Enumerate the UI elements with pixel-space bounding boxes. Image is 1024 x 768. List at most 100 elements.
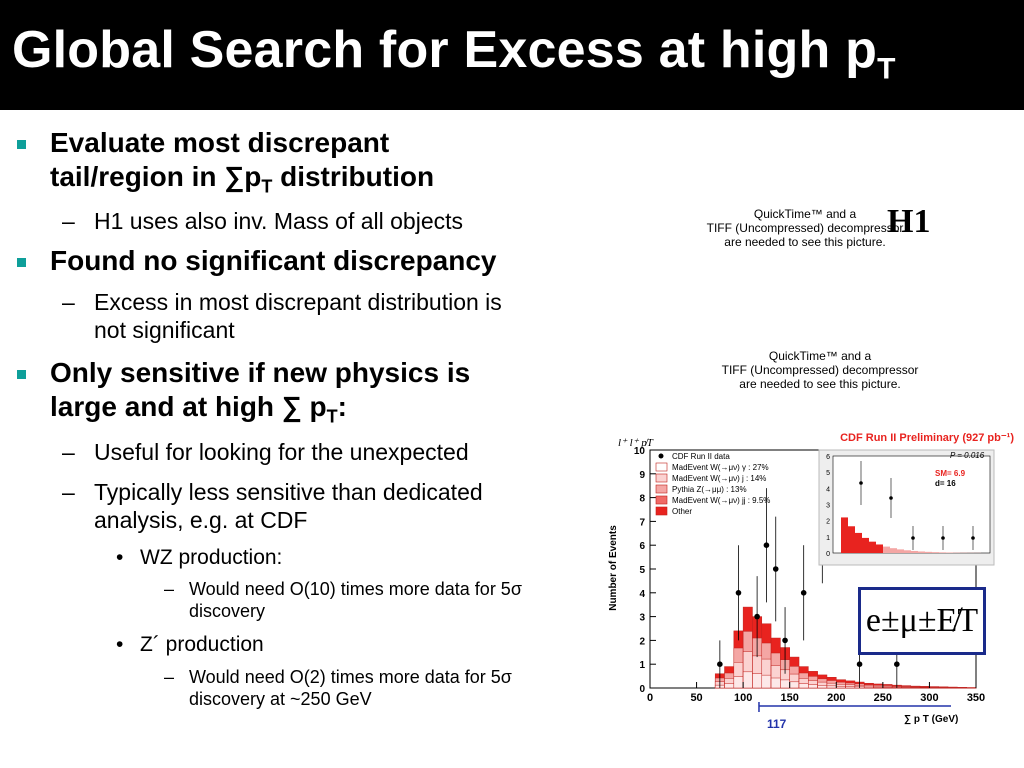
- data-point: [772, 566, 779, 572]
- inset-bar: [897, 549, 904, 553]
- data-point: [782, 637, 788, 644]
- inset-y-tick-label: 5: [826, 470, 830, 477]
- inset-bar: [848, 526, 855, 553]
- y-tick-label: 0: [639, 684, 645, 695]
- inset-bar: [932, 552, 939, 553]
- histogram-bar: [873, 686, 884, 689]
- inset-data-point: [941, 536, 945, 540]
- bullet-no-discrepancy: Found no significant discrepancy: [50, 245, 497, 276]
- histogram-bar: [817, 685, 828, 689]
- signature-box: e±μ±E̸T: [858, 587, 986, 655]
- x-tick-label: 150: [781, 692, 799, 704]
- x-tick-label: 200: [827, 692, 845, 704]
- x-tick-label: 50: [690, 692, 702, 704]
- histogram-bar: [780, 679, 790, 689]
- legend-swatch: [655, 495, 668, 505]
- inset-data-point: [859, 481, 863, 485]
- x-tick-label: 100: [734, 692, 752, 704]
- legend-entry: MadEvent W(→μν) jj : 9.5%: [672, 496, 770, 505]
- legend-entry: MadEvent W(→μν) γ : 27%: [672, 463, 769, 472]
- histogram-bar: [863, 686, 874, 689]
- inset-data-point: [971, 536, 975, 540]
- legend-data-marker: [658, 453, 664, 459]
- y-tick-label: 9: [639, 470, 645, 481]
- bullet-square-icon: [17, 258, 26, 267]
- y-tick-label: 5: [639, 565, 645, 576]
- histogram-bar: [752, 673, 763, 689]
- legend-swatch: [655, 506, 668, 516]
- x-tick-label: 350: [967, 692, 985, 704]
- histogram-bar: [761, 674, 772, 689]
- y-tick-label: 1: [639, 660, 645, 671]
- quicktime-placeholder-2: QuickTime™ and a TIFF (Uncompressed) dec…: [721, 349, 919, 391]
- inset-y-tick-label: 2: [826, 519, 830, 526]
- y-tick-label: 8: [639, 494, 645, 505]
- legend-entry: Pythia Z(→μμ) : 13%: [672, 485, 747, 494]
- histogram-bar: [882, 687, 893, 689]
- y-tick-label: 4: [639, 589, 645, 600]
- inset-probability: P = 0.016: [950, 451, 985, 460]
- h1-logo: H1: [887, 203, 931, 240]
- histogram-bar: [789, 681, 800, 689]
- inset-bar: [925, 551, 932, 553]
- cdf-plot: 0 50 100 150 200 250 300 350012345678910Number …: [608, 432, 1014, 731]
- y-tick-label: 10: [634, 446, 646, 457]
- histogram-bar: [808, 684, 818, 689]
- data-point: [856, 661, 863, 667]
- inset-y-tick-label: 6: [826, 454, 830, 461]
- legend-entry: CDF Run II data: [672, 452, 730, 461]
- bullet-square-icon: [17, 140, 26, 149]
- histogram-bar: [770, 677, 781, 689]
- histogram-bar: [836, 686, 846, 689]
- histogram-bar: [724, 683, 735, 689]
- plot-title: CDF Run II Preliminary (927 pb⁻¹): [840, 432, 1014, 444]
- inset-bar: [876, 544, 883, 553]
- inset-bar: [890, 548, 897, 553]
- histogram-bar: [742, 671, 753, 689]
- histogram-bar: [798, 683, 809, 689]
- inset-y-tick-label: 0: [826, 551, 830, 558]
- y-tick-label: 3: [639, 613, 645, 624]
- histogram-bar: [826, 685, 837, 689]
- y-axis-label: Number of Events: [608, 525, 619, 611]
- y-tick-label: 7: [639, 517, 645, 528]
- inset-data-point: [889, 496, 893, 500]
- histogram-bar: [733, 676, 744, 689]
- inset-d-label: d= 16: [935, 479, 956, 488]
- data-point: [754, 613, 760, 620]
- inset-bar: [855, 532, 862, 553]
- inset-data-point: [911, 536, 915, 540]
- bullet-evaluate: Evaluate most discrepant tail/region in …: [50, 127, 435, 197]
- x-tick-label: 250: [874, 692, 892, 704]
- bullet-square-icon: [17, 370, 26, 379]
- data-point: [763, 542, 770, 548]
- y-tick-label: 2: [639, 636, 645, 647]
- x-tick-label: 300: [920, 692, 938, 704]
- inset-bar: [918, 551, 925, 553]
- data-point: [894, 661, 900, 667]
- inset-bar: [862, 537, 869, 553]
- inset-y-tick-label: 3: [826, 503, 830, 510]
- inset-bar: [883, 546, 890, 553]
- inset-sm-label: SM= 6.9: [935, 469, 966, 478]
- x-axis-label: ∑ p T (GeV): [904, 714, 958, 725]
- y-tick-label: 6: [639, 541, 645, 552]
- inset-bar: [904, 550, 911, 553]
- marker-label: 117: [767, 717, 787, 731]
- title-bar: Global Search for Excess at high pT: [0, 0, 1024, 110]
- inset-bar: [939, 552, 946, 553]
- slide-title: Global Search for Excess at high pT: [12, 21, 896, 86]
- title-subscript: T: [877, 52, 896, 86]
- inset-bar: [869, 541, 876, 553]
- inset-bar: [911, 550, 918, 553]
- inset-y-tick-label: 1: [826, 535, 830, 542]
- inset-bar: [841, 517, 848, 553]
- legend-swatch: [655, 473, 668, 483]
- data-point: [735, 590, 742, 596]
- legend-entry: MadEvent W(→μν) j : 14%: [672, 474, 766, 483]
- bullet-only-sensitive: Only sensitive if new physics is large a…: [50, 357, 471, 427]
- inset-y-tick-label: 4: [826, 486, 830, 493]
- x-tick-label: 0: [647, 692, 653, 704]
- legend-swatch: [655, 462, 668, 472]
- data-point: [717, 661, 723, 667]
